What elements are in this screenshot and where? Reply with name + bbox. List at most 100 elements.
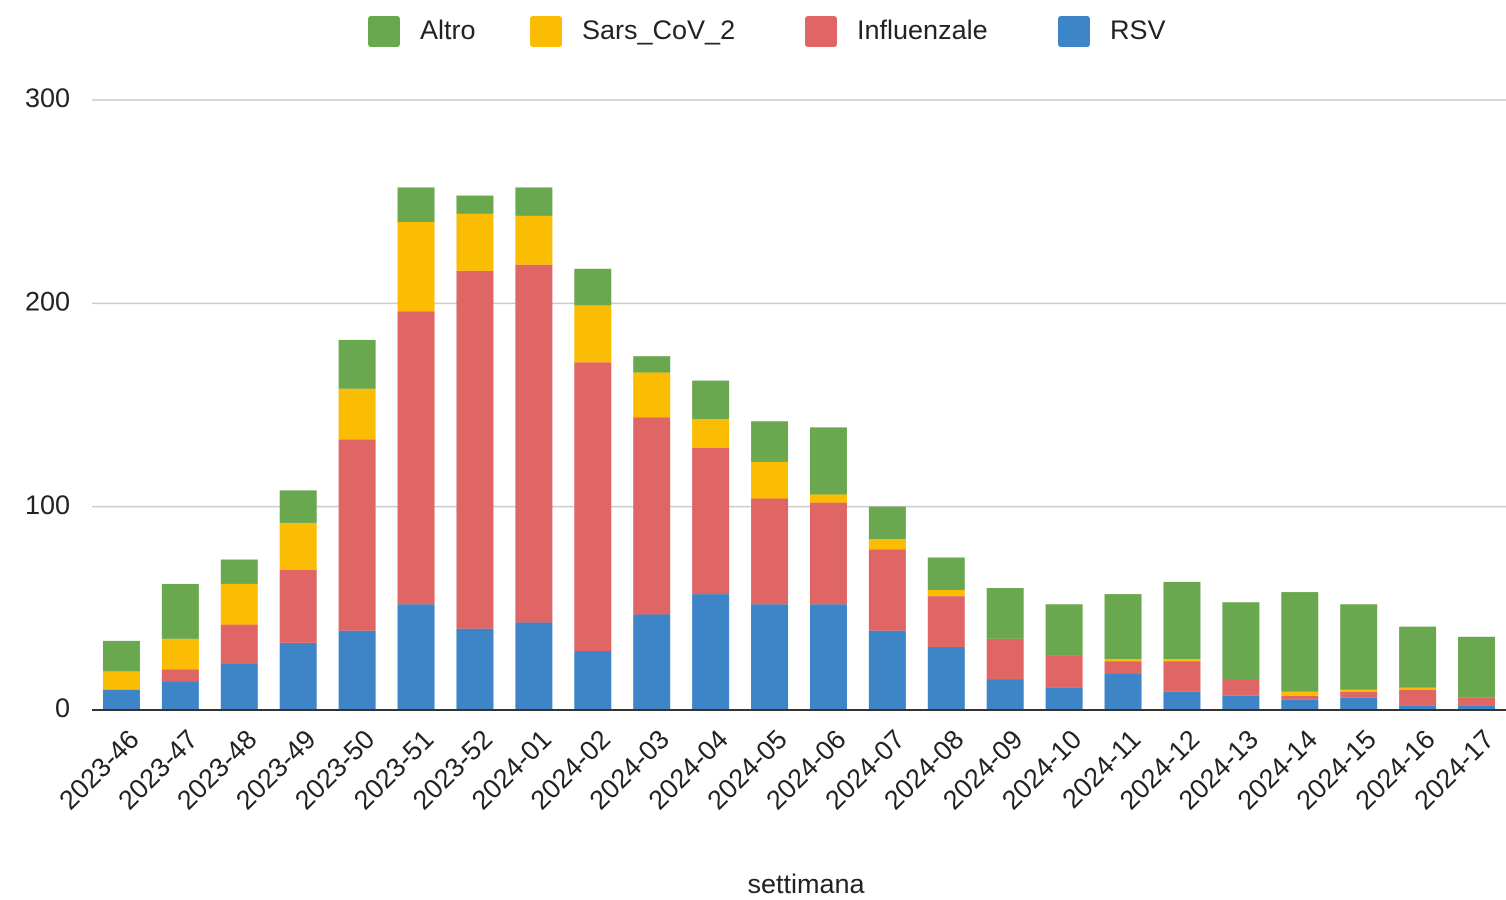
bar-segment	[220, 583, 258, 625]
bar-segment	[102, 671, 140, 690]
legend-swatch	[805, 16, 837, 47]
bar-segment	[279, 642, 317, 710]
bar-segment	[986, 588, 1024, 639]
bar-segment	[751, 498, 789, 605]
bar-segment	[868, 506, 906, 540]
bar-segment	[515, 215, 553, 265]
bar-segment	[1104, 594, 1142, 660]
bar-segment	[809, 502, 847, 605]
bar-segment	[809, 494, 847, 503]
bar-segment	[1045, 604, 1083, 656]
bar-segment	[1399, 687, 1437, 690]
bar-segment	[1340, 697, 1378, 710]
bar-segment	[1281, 699, 1319, 710]
bar-segment	[1281, 691, 1319, 696]
legend-label: Sars_CoV_2	[582, 15, 735, 45]
bar-segment	[927, 646, 965, 710]
bar-segment	[220, 559, 258, 584]
legend-swatch	[530, 16, 562, 47]
bar-segment	[868, 630, 906, 710]
bar-segment	[1399, 705, 1437, 710]
bar-segment	[574, 651, 612, 710]
bar-segment	[1163, 659, 1201, 662]
bar-segment	[161, 681, 199, 710]
bar-segment	[574, 268, 612, 306]
bar-segment	[1222, 602, 1260, 680]
bar-segment	[456, 213, 494, 271]
bar-segment	[1163, 581, 1201, 660]
bar-segment	[397, 604, 435, 710]
bar-segment	[279, 569, 317, 643]
bar-segment	[692, 419, 730, 448]
bar-segment	[456, 270, 494, 629]
bar-segment	[1281, 592, 1319, 692]
y-tick-label: 200	[25, 286, 70, 316]
bar-segment	[1163, 691, 1201, 710]
bar-segment	[986, 679, 1024, 710]
bar-segment	[751, 461, 789, 499]
bar-segment	[574, 362, 612, 652]
bar-segment	[338, 630, 376, 710]
bar-segment	[397, 311, 435, 605]
bar-segment	[1399, 689, 1437, 706]
bar-segment	[161, 583, 199, 639]
bar-segment	[338, 388, 376, 440]
bar-segment	[1458, 697, 1496, 706]
bar-segment	[633, 356, 671, 373]
bar-segment	[1163, 661, 1201, 692]
x-axis-label: settimana	[747, 869, 865, 899]
bar-segment	[397, 187, 435, 222]
bar-segment	[1104, 673, 1142, 710]
bar-segment	[1399, 626, 1437, 688]
bar-segment	[102, 640, 140, 672]
bar-segment	[809, 427, 847, 495]
bar-segment	[456, 628, 494, 710]
bar-segment	[161, 669, 199, 682]
bar-segment	[633, 372, 671, 418]
bar-segment	[1222, 695, 1260, 710]
bar-segment	[868, 549, 906, 631]
legend-label: Altro	[420, 15, 476, 45]
bar-segment	[751, 421, 789, 462]
bar-segment	[161, 638, 199, 670]
bar-segment	[927, 557, 965, 591]
bar-segment	[1045, 687, 1083, 710]
bar-segment	[515, 622, 553, 710]
bar-segment	[515, 187, 553, 216]
y-tick-label: 100	[25, 490, 70, 520]
bar-segment	[456, 195, 494, 214]
bar-segment	[868, 539, 906, 550]
bar-segment	[1340, 691, 1378, 698]
legend-label: RSV	[1110, 15, 1166, 45]
bar-segment	[220, 624, 258, 664]
bar-segment	[338, 439, 376, 631]
bar-segment	[692, 380, 730, 420]
bar-segment	[1458, 636, 1496, 698]
y-tick-label: 0	[55, 693, 70, 723]
bar-segment	[1458, 705, 1496, 710]
bar-segment	[633, 417, 671, 615]
bar-segment	[927, 590, 965, 597]
bar-segment	[1340, 604, 1378, 690]
bar-segment	[279, 522, 317, 570]
bar-segment	[809, 604, 847, 710]
bar-segment	[692, 594, 730, 710]
y-tick-label: 300	[25, 83, 70, 113]
bar-segment	[986, 638, 1024, 680]
bar-segment	[1104, 659, 1142, 662]
legend-label: Influenzale	[857, 15, 988, 45]
bar-segment	[338, 339, 376, 389]
bar-segment	[927, 596, 965, 647]
bar-segment	[102, 689, 140, 710]
bar-segment	[1104, 661, 1142, 674]
bar-segment	[574, 305, 612, 363]
bar-segment	[220, 663, 258, 710]
legend-swatch	[1058, 16, 1090, 47]
bar-segment	[1281, 695, 1319, 700]
bar-segment	[633, 614, 671, 710]
bar-segment	[1045, 655, 1083, 688]
bar-segment	[279, 490, 317, 523]
bar-segment	[692, 447, 730, 595]
bar-segment	[515, 264, 553, 623]
